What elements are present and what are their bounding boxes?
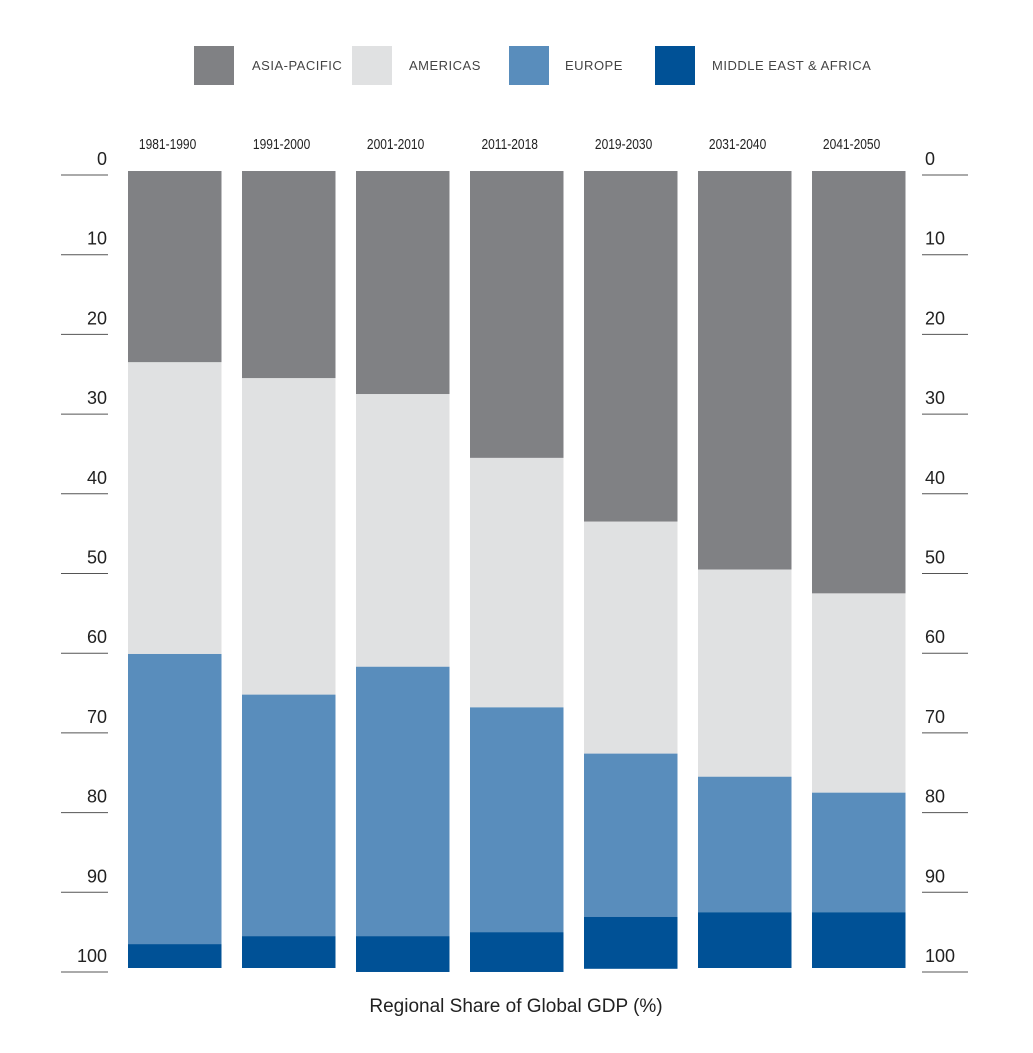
bar-segment-4-3 <box>584 916 678 969</box>
category-label-2: 2001-2010 <box>367 136 425 153</box>
bar-segment-5-3 <box>698 912 792 968</box>
bar-segment-0-3 <box>128 944 222 968</box>
category-labels: 1981-1990 1991-2000 2001-2010 2011-2018 2019… <box>139 136 881 153</box>
y-tick-left-7: 70 <box>87 707 107 727</box>
y-tick-right-10: 100 <box>925 946 955 966</box>
bars <box>128 171 906 972</box>
y-tick-right-4: 40 <box>925 468 945 488</box>
y-tick-right-9: 90 <box>925 866 945 886</box>
bar-segment-4-2 <box>584 753 678 917</box>
legend-swatch-3 <box>655 46 695 85</box>
bar-segment-4-0 <box>584 171 678 522</box>
y-tick-left-0: 0 <box>97 149 107 169</box>
y-tick-left-2: 20 <box>87 308 107 328</box>
bar-segment-6-3 <box>812 912 906 968</box>
y-tick-left-1: 10 <box>87 229 107 249</box>
y-tick-left-6: 60 <box>87 627 107 647</box>
y-tick-right-2: 20 <box>925 308 945 328</box>
bar-segment-5-0 <box>698 171 792 570</box>
y-tick-right-5: 50 <box>925 548 945 568</box>
bar-segment-3-1 <box>470 457 564 708</box>
y-tick-right-8: 80 <box>925 787 945 807</box>
bar-segment-2-1 <box>356 394 450 667</box>
y-tick-left-8: 80 <box>87 787 107 807</box>
category-label-1: 1991-2000 <box>253 136 311 153</box>
bar-segment-5-1 <box>698 569 792 777</box>
legend-label-3: MIDDLE EAST & AFRICA <box>712 58 871 73</box>
legend-swatch-1 <box>352 46 392 85</box>
bar-segment-0-2 <box>128 653 222 945</box>
bar-segment-6-2 <box>812 792 906 913</box>
y-tick-right-0: 0 <box>925 149 935 169</box>
bar-segment-3-0 <box>470 171 564 458</box>
legend: ASIA-PACIFIC AMERICAS EUROPE MIDDLE EAST & … <box>194 46 871 85</box>
bar-segment-2-0 <box>356 171 450 395</box>
bar-segment-1-3 <box>242 936 336 968</box>
y-tick-right-6: 60 <box>925 627 945 647</box>
category-label-0: 1981-1990 <box>139 136 197 153</box>
bar-segment-0-0 <box>128 171 222 363</box>
bar-segment-3-2 <box>470 707 564 933</box>
category-label-6: 2041-2050 <box>823 136 881 153</box>
legend-label-1: AMERICAS <box>409 58 481 73</box>
y-tick-left-3: 30 <box>87 388 107 408</box>
bar-segment-4-1 <box>584 521 678 754</box>
legend-swatch-0 <box>194 46 234 85</box>
y-tick-left-10: 100 <box>77 946 107 966</box>
bar-segment-2-3 <box>356 936 450 972</box>
chart-title: Regional Share of Global GDP (%) <box>369 996 662 1017</box>
category-label-5: 2031-2040 <box>709 136 767 153</box>
y-axis-left: 0 10 20 30 40 50 60 70 80 90 100 <box>61 149 108 973</box>
bar-segment-6-0 <box>812 171 906 594</box>
y-tick-left-4: 40 <box>87 468 107 488</box>
y-tick-right-7: 70 <box>925 707 945 727</box>
category-label-3: 2011-2018 <box>481 136 537 153</box>
bar-segment-6-1 <box>812 593 906 793</box>
bar-segment-1-1 <box>242 378 336 695</box>
y-tick-left-9: 90 <box>87 866 107 886</box>
legend-label-0: ASIA-PACIFIC <box>252 58 342 73</box>
y-tick-left-5: 50 <box>87 548 107 568</box>
y-tick-right-3: 30 <box>925 388 945 408</box>
category-label-4: 2019-2030 <box>595 136 653 153</box>
legend-label-2: EUROPE <box>565 58 623 73</box>
bar-segment-1-0 <box>242 171 336 379</box>
legend-swatch-2 <box>509 46 549 85</box>
bar-segment-1-2 <box>242 694 336 937</box>
bar-segment-3-3 <box>470 932 564 972</box>
bar-segment-5-2 <box>698 776 792 913</box>
y-tick-right-1: 10 <box>925 229 945 249</box>
bar-segment-2-2 <box>356 666 450 937</box>
bar-segment-0-1 <box>128 362 222 654</box>
y-axis-right: 0 10 20 30 40 50 60 70 80 90 100 <box>922 149 968 973</box>
